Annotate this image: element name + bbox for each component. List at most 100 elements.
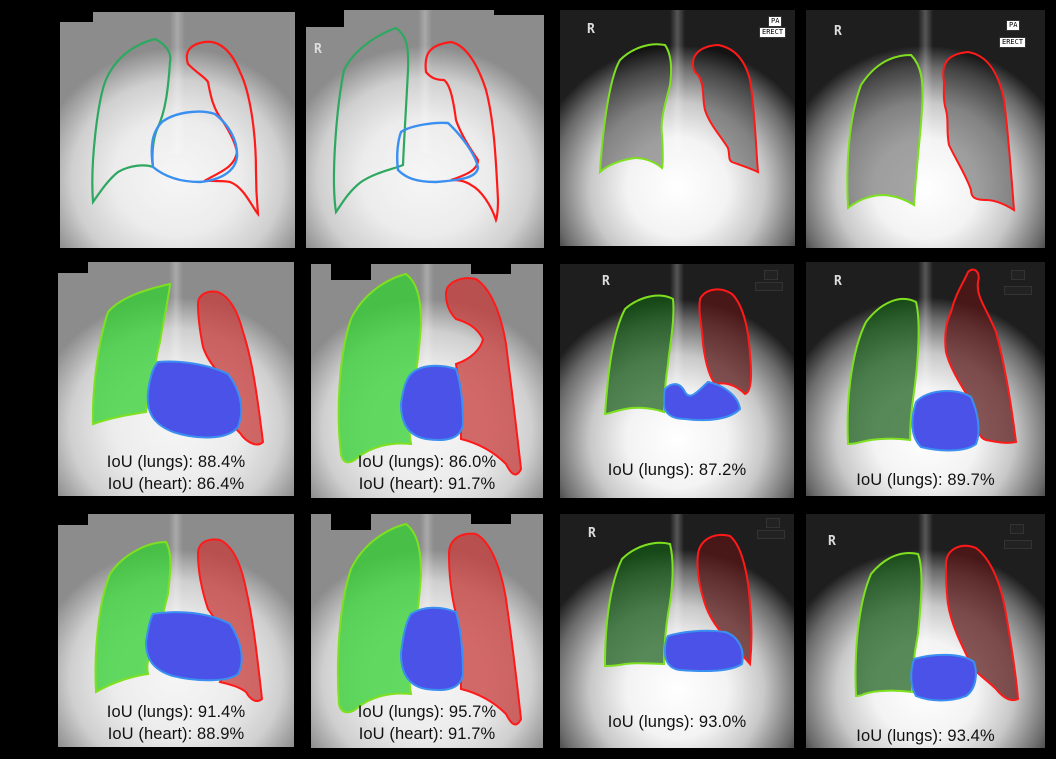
right-lung-mask [846, 297, 920, 446]
heart-mask [146, 360, 243, 439]
panel-r3c3-prediction: R IoU (lungs): 93.0% [560, 514, 794, 748]
pa-tag [764, 270, 778, 280]
side-marker: R [834, 274, 842, 289]
heart-mask [910, 653, 977, 702]
side-marker: R [587, 22, 595, 37]
side-marker: R [588, 526, 596, 541]
panel-r3c2-prediction: IoU (lungs): 95.7% IoU (heart): 91.7% [311, 514, 543, 748]
heart-mask [662, 380, 742, 422]
iou-heart-label: IoU (heart): 86.4% [107, 475, 245, 493]
heart-mask [911, 390, 980, 452]
right-lung-contour [332, 26, 410, 215]
spine-shadow [918, 262, 933, 403]
segmentation-contours [332, 26, 500, 224]
pa-tag [1010, 524, 1024, 534]
panel-r2c2-prediction: IoU (lungs): 86.0% IoU (heart): 91.7% [311, 264, 543, 498]
right-lung-mask [94, 540, 172, 694]
spine-shadow [669, 514, 684, 655]
heart-mask [663, 629, 744, 673]
heart-mask [399, 364, 465, 442]
pa-tag: PA [768, 16, 783, 27]
right-lung-mask [336, 522, 423, 714]
image-border-notch [494, 10, 544, 15]
heart-mask [399, 606, 465, 692]
erect-tag [755, 282, 783, 291]
side-marker: R [834, 24, 842, 39]
iou-heart-label: IoU (heart): 88.9% [107, 725, 245, 743]
side-marker: R [602, 274, 610, 289]
iou-lungs-label: IoU (lungs): 95.7% [357, 703, 497, 721]
segmentation-contours [846, 50, 1016, 212]
left-lung-mask [944, 268, 1018, 444]
panel-r2c1-prediction: IoU (lungs): 88.4% IoU (heart): 86.4% [58, 262, 294, 496]
left-lung-mask [696, 534, 753, 667]
heart-mask [144, 611, 243, 682]
right-lung-mask [603, 294, 675, 416]
right-lung-fill [846, 53, 924, 210]
segmentation-masks [94, 538, 264, 702]
side-marker: R [828, 534, 836, 549]
panel-r3c1-prediction: IoU (lungs): 91.4% IoU (heart): 88.9% [58, 514, 294, 747]
segmentation-masks [91, 282, 265, 446]
left-lung-contour [185, 40, 260, 217]
panel-r1c2-ground-truth: R [306, 10, 544, 248]
left-lung-fill [942, 50, 1016, 212]
left-lung-mask [444, 277, 523, 476]
right-lung-mask [854, 552, 923, 698]
right-lung-mask [337, 272, 423, 464]
panel-r1c1-ground-truth [60, 12, 295, 248]
panel-r3c4-prediction: R IoU (lungs): 93.4% [806, 514, 1045, 748]
spine-shadow [417, 10, 433, 153]
segmentation-contours [91, 37, 260, 217]
image-border-notch [58, 262, 88, 273]
image-border-notch [471, 264, 511, 274]
iou-lungs-label: IoU (lungs): 93.4% [856, 727, 995, 745]
segmentation-masks [603, 288, 753, 422]
right-lung-mask [91, 282, 172, 426]
panel-r2c3-prediction: R IoU (lungs): 87.2% [560, 264, 794, 498]
side-marker: R [314, 42, 322, 57]
image-border-notch [331, 514, 371, 530]
left-lung-mask [196, 290, 265, 446]
pa-tag: PA [1006, 20, 1021, 31]
spine-shadow [170, 12, 185, 154]
right-lung-contour [91, 37, 172, 206]
pa-tag [766, 518, 780, 528]
left-lung-contour [424, 40, 500, 224]
left-lung-mask [944, 544, 1020, 702]
erect-tag: ERECT [759, 27, 787, 38]
iou-lungs-label: IoU (lungs): 89.7% [856, 471, 995, 489]
left-lung-fill [691, 43, 760, 174]
right-lung-mask [603, 541, 674, 668]
image-border-notch [58, 514, 88, 525]
segmentation-masks [337, 272, 523, 476]
heart-contour [150, 110, 239, 184]
iou-lungs-label: IoU (lungs): 88.4% [106, 453, 246, 471]
panel-r1c4-ground-truth: R PA ERECT [806, 10, 1045, 248]
segmentation-contours [598, 43, 760, 175]
image-border-notch [306, 10, 344, 27]
image-border-notch [60, 12, 93, 22]
panel-r1c3-ground-truth: R PA ERECT [560, 10, 795, 246]
pa-tag [1011, 270, 1025, 280]
heart-contour [396, 121, 480, 184]
segmentation-masks [603, 534, 753, 673]
iou-lungs-label: IoU (lungs): 93.0% [607, 713, 747, 731]
iou-heart-label: IoU (heart): 91.7% [358, 475, 496, 493]
erect-tag [1004, 286, 1032, 295]
iou-heart-label: IoU (heart): 91.7% [358, 725, 496, 743]
spine-shadow [670, 10, 685, 152]
segmentation-masks [846, 268, 1018, 452]
erect-tag [757, 530, 785, 539]
right-lung-fill [598, 43, 673, 175]
erect-tag [1004, 540, 1032, 549]
spine-shadow [918, 514, 933, 655]
segmentation-masks [854, 544, 1020, 702]
segmentation-masks [336, 522, 523, 726]
image-border-notch [471, 514, 511, 524]
left-lung-mask [698, 288, 753, 396]
iou-lungs-label: IoU (lungs): 91.4% [106, 703, 246, 721]
image-border-notch [331, 264, 371, 280]
iou-lungs-label: IoU (lungs): 87.2% [607, 461, 747, 479]
panel-r2c4-prediction: R IoU (lungs): 89.7% [806, 262, 1045, 496]
